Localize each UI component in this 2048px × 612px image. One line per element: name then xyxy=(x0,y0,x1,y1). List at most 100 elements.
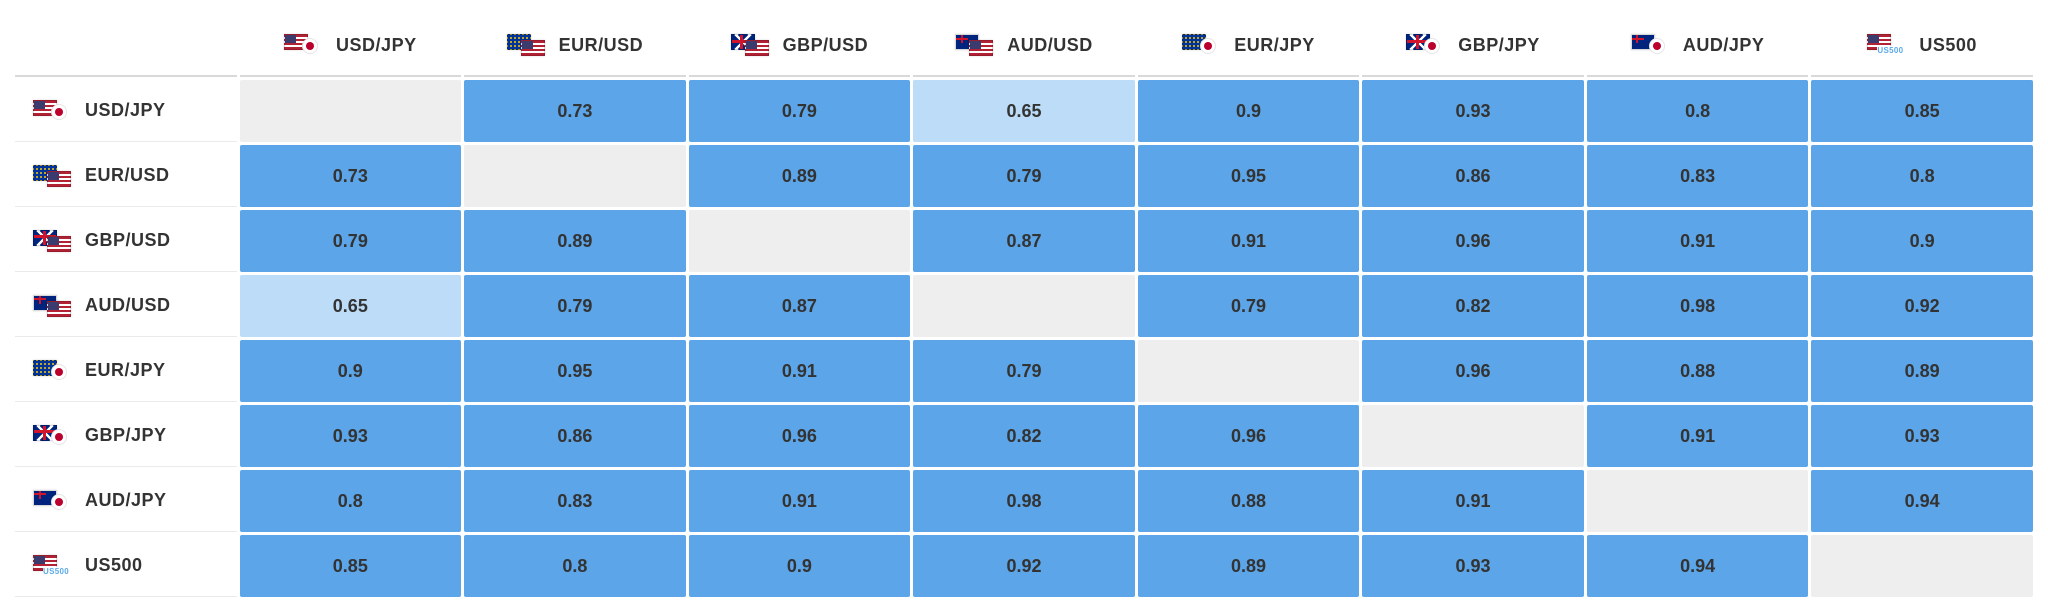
us-flag-icon xyxy=(745,40,769,56)
cell-audusd-eurusd: 0.79 xyxy=(464,275,686,337)
instrument-header: USD/JPY xyxy=(33,100,237,122)
cell-value: 0.8 xyxy=(338,491,363,511)
instrument-label: AUD/JPY xyxy=(85,490,167,511)
cell-usdjpy-us500: 0.85 xyxy=(1811,80,2033,142)
cell-value: 0.82 xyxy=(1456,296,1491,316)
cell-us500-audusd: 0.92 xyxy=(913,535,1135,597)
cell-value: 0.9 xyxy=(787,556,812,576)
cell-gbpjpy-eurusd: 0.86 xyxy=(464,405,686,467)
cell-audjpy-us500: 0.94 xyxy=(1811,470,2033,532)
cell-eurjpy-audusd: 0.79 xyxy=(913,340,1135,402)
cell-value: 0.92 xyxy=(1006,556,1041,576)
cell-audjpy-gbpjpy: 0.91 xyxy=(1362,470,1584,532)
cell-eurjpy-us500: 0.89 xyxy=(1811,340,2033,402)
instrument-header: GBP/JPY xyxy=(33,425,237,447)
cell-value: 0.85 xyxy=(1905,101,1940,121)
cell-us500-audjpy: 0.94 xyxy=(1587,535,1809,597)
cell-usdjpy-usdjpy xyxy=(240,80,462,142)
instrument-label: EUR/JPY xyxy=(85,360,166,381)
row-header-eurjpy: EUR/JPY xyxy=(15,340,237,402)
cell-eurusd-audusd: 0.79 xyxy=(913,145,1135,207)
jp-flag-icon xyxy=(1200,38,1216,54)
row-header-usdjpy: USD/JPY xyxy=(15,80,237,142)
instrument-header: EUR/USD xyxy=(33,165,237,187)
flag-pair-icon xyxy=(33,360,73,382)
instrument-header: AUD/JPY xyxy=(33,490,237,512)
cell-usdjpy-gbpjpy: 0.93 xyxy=(1362,80,1584,142)
cell-value: 0.91 xyxy=(782,491,817,511)
cell-audusd-eurjpy: 0.79 xyxy=(1138,275,1360,337)
cell-eurusd-eurusd xyxy=(464,145,686,207)
col-header-us500: US500 US500 xyxy=(1811,15,2033,77)
jp-flag-icon xyxy=(302,38,318,54)
cell-gbpusd-audusd: 0.87 xyxy=(913,210,1135,272)
cell-value: 0.91 xyxy=(1680,426,1715,446)
cell-value: 0.92 xyxy=(1905,296,1940,316)
instrument-label: AUD/USD xyxy=(85,295,171,316)
cell-value: 0.79 xyxy=(1231,296,1266,316)
col-header-audusd: AUD/USD xyxy=(913,15,1135,77)
cell-gbpusd-usdjpy: 0.79 xyxy=(240,210,462,272)
cell-value: 0.82 xyxy=(1006,426,1041,446)
cell-eurusd-gbpjpy: 0.86 xyxy=(1362,145,1584,207)
cell-us500-eurjpy: 0.89 xyxy=(1138,535,1360,597)
cell-us500-gbpusd: 0.9 xyxy=(689,535,911,597)
cell-usdjpy-gbpusd: 0.79 xyxy=(689,80,911,142)
cell-usdjpy-audjpy: 0.8 xyxy=(1587,80,1809,142)
table-row: GBP/USD 0.790.890.870.910.960.910.9 xyxy=(15,210,2033,272)
cell-value: 0.9 xyxy=(338,361,363,381)
cell-value: 0.79 xyxy=(557,296,592,316)
cell-eurusd-usdjpy: 0.73 xyxy=(240,145,462,207)
cell-audusd-gbpusd: 0.87 xyxy=(689,275,911,337)
cell-value: 0.91 xyxy=(1680,231,1715,251)
flag-pair-icon xyxy=(1631,34,1671,56)
flag-pair-icon xyxy=(1406,34,1446,56)
instrument-label: EUR/JPY xyxy=(1234,35,1315,56)
instrument-label: AUD/USD xyxy=(1007,35,1093,56)
instrument-header: EUR/USD xyxy=(464,34,686,56)
cell-audjpy-audjpy xyxy=(1587,470,1809,532)
flag-pair-icon xyxy=(33,295,73,317)
table-row: US500 US500 0.850.80.90.920.890.930.94 xyxy=(15,535,2033,597)
flag-pair-icon xyxy=(33,100,73,122)
cell-value: 0.89 xyxy=(1231,556,1266,576)
flag-pair-icon xyxy=(33,490,73,512)
us-flag-icon xyxy=(969,40,993,56)
instrument-header: AUD/USD xyxy=(913,34,1135,56)
cell-gbpjpy-gbpjpy xyxy=(1362,405,1584,467)
cell-value: 0.79 xyxy=(782,101,817,121)
cell-usdjpy-eurusd: 0.73 xyxy=(464,80,686,142)
col-header-usdjpy: USD/JPY xyxy=(240,15,462,77)
cell-audjpy-audusd: 0.98 xyxy=(913,470,1135,532)
cell-value: 0.94 xyxy=(1905,491,1940,511)
cell-value: 0.9 xyxy=(1910,231,1935,251)
cell-value: 0.65 xyxy=(333,296,368,316)
cell-audusd-us500: 0.92 xyxy=(1811,275,2033,337)
cell-value: 0.93 xyxy=(333,426,368,446)
table-row: EUR/JPY 0.90.950.910.790.960.880.89 xyxy=(15,340,2033,402)
jp-flag-icon xyxy=(51,364,67,380)
cell-us500-usdjpy: 0.85 xyxy=(240,535,462,597)
instrument-label: GBP/JPY xyxy=(1458,35,1540,56)
instrument-header: AUD/USD xyxy=(33,295,237,317)
cell-us500-us500 xyxy=(1811,535,2033,597)
jp-flag-icon xyxy=(51,104,67,120)
us-flag-icon xyxy=(47,171,71,187)
row-header-audusd: AUD/USD xyxy=(15,275,237,337)
cell-value: 0.83 xyxy=(557,491,592,511)
col-header-eurjpy: EUR/JPY xyxy=(1138,15,1360,77)
instrument-label: GBP/JPY xyxy=(85,425,167,446)
cell-value: 0.83 xyxy=(1680,166,1715,186)
row-header-us500: US500 US500 xyxy=(15,535,237,597)
cell-value: 0.86 xyxy=(1456,166,1491,186)
table-row: AUD/JPY 0.80.830.910.980.880.910.94 xyxy=(15,470,2033,532)
cell-gbpjpy-audjpy: 0.91 xyxy=(1587,405,1809,467)
cell-audjpy-gbpusd: 0.91 xyxy=(689,470,911,532)
cell-value: 0.98 xyxy=(1680,296,1715,316)
cell-gbpusd-eurusd: 0.89 xyxy=(464,210,686,272)
cell-value: 0.89 xyxy=(782,166,817,186)
instrument-header: USD/JPY xyxy=(240,34,462,56)
flag-pair-icon xyxy=(507,34,547,56)
cell-value: 0.8 xyxy=(1910,166,1935,186)
flag-pair-icon xyxy=(1182,34,1222,56)
